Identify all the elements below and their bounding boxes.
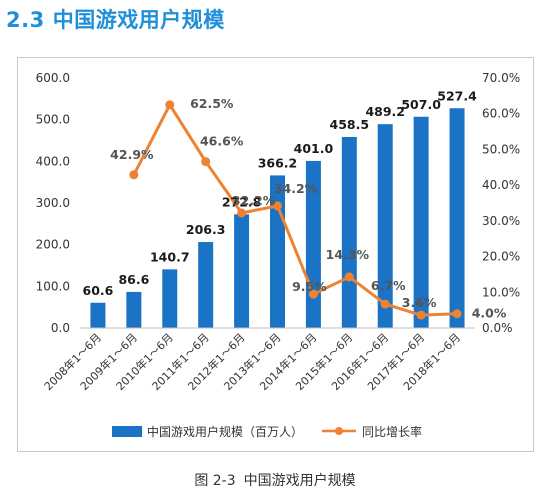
bar-value-label: 366.2 [258, 155, 298, 170]
bar-value-label: 140.7 [150, 249, 190, 264]
legend-bar-swatch [112, 426, 142, 437]
left-axis-tick-label: 600.0 [36, 71, 70, 85]
legend-line-marker [335, 427, 343, 435]
right-axis-tick-label: 60.0% [482, 107, 520, 121]
left-axis-tick-label: 100.0 [36, 279, 70, 293]
line-value-label: 34.2% [274, 181, 318, 196]
line-point [416, 310, 426, 320]
line-value-label: 6.7% [371, 278, 406, 293]
line-point [308, 289, 318, 299]
line-point [237, 208, 247, 218]
right-axis-tick-label: 10.0% [482, 285, 520, 299]
left-y-axis: 0.0 100.0 200.0 300.0 400.0 500.0 600.0 [36, 71, 70, 335]
bar [234, 214, 250, 328]
bar-value-label: 60.6 [83, 283, 114, 298]
legend-line-label: 同比增长率 [362, 424, 422, 439]
bar-value-label: 401.0 [294, 141, 334, 156]
bar [341, 136, 357, 328]
left-axis-tick-label: 200.0 [36, 238, 70, 252]
section-number: 2.3 [6, 8, 45, 32]
line-value-label: 46.6% [200, 134, 244, 149]
bar [126, 291, 142, 328]
bar [377, 124, 393, 329]
bar [198, 242, 214, 328]
line-value-label: 4.0% [472, 306, 507, 321]
right-axis-tick-label: 0.0% [482, 321, 513, 335]
left-axis-tick-label: 400.0 [36, 154, 70, 168]
bar-value-label: 489.2 [365, 104, 405, 119]
right-axis-tick-label: 50.0% [482, 142, 520, 156]
section-heading: 2.3 中国游戏用户规模 [6, 4, 225, 34]
left-axis-tick-label: 500.0 [36, 113, 70, 127]
line-value-label: 3.6% [402, 295, 437, 310]
x-axis-labels: 2008年1～6月2009年1～6月2010年1～6月2011年1～6月2012… [41, 330, 463, 393]
bar-value-label: 272.8 [222, 194, 262, 209]
figure-title: 中国游戏用户规模 [243, 473, 356, 489]
line-point [165, 100, 175, 110]
bar [90, 302, 106, 328]
left-axis-tick-label: 300.0 [36, 196, 70, 210]
line-value-label: 62.5% [190, 96, 234, 111]
figure-caption: 图 2-3 中国游戏用户规模 [0, 470, 550, 490]
line-value-label: 14.3% [326, 247, 370, 262]
bar [449, 108, 465, 328]
legend-bar-label: 中国游戏用户规模（百万人） [147, 424, 303, 439]
right-axis-tick-label: 70.0% [482, 71, 520, 85]
line-value-label: 9.5% [292, 279, 327, 294]
figure-number: 图 2-3 [194, 473, 236, 489]
growth-line [132, 103, 458, 317]
right-axis-tick-label: 30.0% [482, 214, 520, 228]
bar [162, 269, 178, 328]
bar [413, 116, 429, 328]
line-point [201, 157, 211, 167]
section-title: 中国游戏用户规模 [52, 8, 225, 32]
bar-value-label: 507.0 [401, 97, 441, 112]
line-point [452, 309, 462, 319]
bar-value-label: 458.5 [330, 117, 370, 132]
line-point [344, 272, 354, 282]
bar-value-label: 86.6 [118, 272, 149, 287]
legend: 中国游戏用户规模（百万人） 同比增长率 [112, 424, 422, 439]
line-value-label: 42.9% [110, 147, 154, 162]
line-point [129, 170, 139, 180]
bar-value-label: 527.4 [437, 88, 477, 103]
right-axis-tick-label: 40.0% [482, 178, 520, 192]
left-axis-tick-label: 0.0 [51, 321, 70, 335]
right-axis-tick-label: 20.0% [482, 250, 520, 264]
bar-value-label: 206.3 [186, 222, 226, 237]
right-y-axis: 0.0% 10.0% 20.0% 30.0% 40.0% 50.0% 60.0% 70.0% [482, 71, 520, 335]
line-series [129, 100, 462, 320]
line-value-label: 32.2% [232, 193, 276, 208]
line-point [273, 201, 282, 211]
line-data-labels: 42.9% 62.5% 46.6% 32.2%34.2% 9.5% 14.3% 6.7% 3.… [110, 96, 507, 321]
line-point [380, 299, 390, 309]
